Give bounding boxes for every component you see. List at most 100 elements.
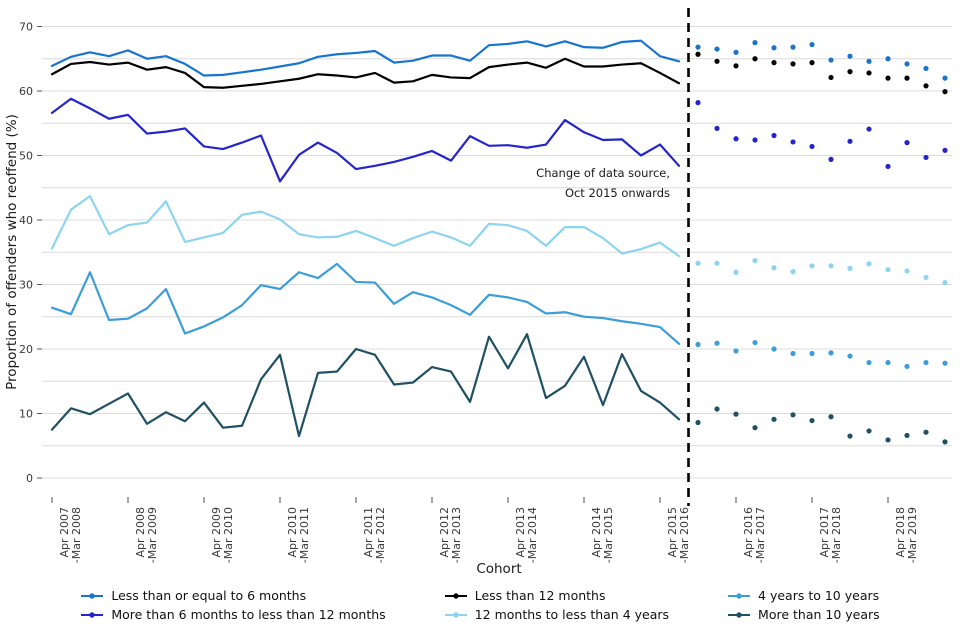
x-tick-label: -Mar 2014 (526, 507, 539, 563)
legend-item-m6tol12m: More than 6 months to less than 12 month… (80, 607, 386, 623)
series-dot-le6m (752, 40, 758, 46)
series-dot-le6m (809, 41, 815, 48)
x-tick-label: Apr 2010 (286, 507, 299, 558)
series-dot-lt12m (809, 60, 815, 66)
legend-marker-icon (728, 593, 751, 599)
series-dot-lt12m (904, 75, 910, 81)
series-dot-lt12m (885, 75, 891, 81)
series-dot-12mtol4y (790, 269, 796, 275)
annotation-line-1: Change of data source, (536, 166, 670, 180)
series-dot-m6tol12m (771, 132, 777, 139)
series-dot-12mtol4y (695, 260, 701, 266)
series-dot-lt12m (771, 60, 777, 66)
series-dot-le6m (885, 56, 891, 62)
series-dot-12mtol4y (847, 265, 853, 271)
legend-marker-icon (444, 593, 467, 599)
x-tick-label: -Mar 2008 (70, 507, 83, 563)
legend-column: Less than or equal to 6 months More than … (80, 588, 386, 623)
series-dot-12mtol4y (885, 267, 891, 273)
legend-item-lt12m: Less than 12 months (444, 588, 669, 604)
series-dot-12mtol4y (942, 279, 948, 286)
legend-label: 12 months to less than 4 years (474, 607, 670, 622)
legend-item-12mtol4y: 12 months to less than 4 years (444, 607, 669, 623)
series-dot-12mtol4y (904, 268, 910, 274)
series-dot-m6tol12m (790, 139, 796, 145)
legend-item-gt10y: More than 10 years (727, 607, 880, 623)
series-dot-gt10y (771, 416, 777, 422)
legend-label: More than 10 years (758, 607, 880, 622)
series-dot-gt10y (695, 419, 701, 426)
x-tick-label: Apr 2016 (742, 507, 755, 558)
series-dot-4yto10y (695, 341, 701, 348)
series-dot-4yto10y (752, 339, 758, 346)
annotation-line-2: Oct 2015 onwards (565, 186, 670, 200)
x-tick-label: -Mar 2011 (298, 507, 311, 563)
x-tick-label: -Mar 2012 (374, 507, 387, 563)
series-dot-le6m (733, 49, 739, 55)
series-dot-m6tol12m (923, 154, 929, 161)
x-tick-label: Apr 2018 (894, 507, 907, 558)
data-series (50, 39, 948, 445)
series-dot-gt10y (828, 414, 834, 420)
series-dot-gt10y (866, 428, 872, 434)
legend-label: Less than 12 months (474, 588, 606, 603)
series-dot-gt10y (942, 439, 948, 445)
chart-plot-area: 0 10 20 30 40 50 60 70 Apr 2007 -Mar 2008 Apr 2008… (4, 8, 952, 577)
x-axis-label: Cohort (476, 561, 521, 577)
series-dot-le6m (695, 44, 701, 50)
series-dot-12mtol4y (866, 261, 872, 267)
y-tick-label: 50 (19, 150, 33, 163)
series-dot-m6tol12m (942, 147, 948, 153)
series-dot-12mtol4y (714, 260, 720, 266)
series-dot-gt10y (904, 432, 910, 439)
x-tick-label: -Mar 2013 (450, 507, 463, 563)
series-dot-lt12m (790, 61, 796, 67)
series-dot-lt12m (752, 56, 758, 62)
series-dot-gt10y (733, 411, 739, 417)
series-dot-lt12m (942, 89, 948, 95)
x-tick-label: -Mar 2016 (678, 507, 691, 563)
x-tick-label: Apr 2014 (590, 507, 603, 558)
x-tick-label: Apr 2007 (58, 507, 71, 558)
series-dot-gt10y (923, 429, 929, 435)
series-dot-gt10y (790, 412, 796, 418)
series-dot-le6m (847, 53, 853, 59)
series-dot-m6tol12m (885, 163, 891, 170)
series-dot-lt12m (695, 51, 701, 57)
series-dot-lt12m (733, 63, 739, 69)
series-dot-gt10y (809, 417, 815, 424)
series-dot-m6tol12m (695, 100, 701, 106)
x-tick-label: -Mar 2009 (146, 507, 159, 563)
series-dot-le6m (942, 75, 948, 81)
series-dot-lt12m (923, 83, 929, 89)
series-line-lt12m (50, 57, 681, 89)
series-dot-4yto10y (847, 353, 853, 359)
legend-marker-icon (444, 612, 467, 618)
x-tick-label: Apr 2008 (134, 507, 147, 558)
series-dot-le6m (866, 58, 872, 64)
series-line-4yto10y (50, 262, 681, 345)
series-dot-4yto10y (904, 363, 910, 370)
series-dot-le6m (923, 65, 929, 72)
legend-marker-icon (81, 593, 104, 599)
y-tick-label: 70 (19, 21, 33, 34)
x-tick-label: Apr 2012 (438, 507, 451, 558)
series-line-12mtol4y (50, 195, 681, 258)
series-dot-gt10y (714, 406, 720, 412)
series-line-le6m (50, 39, 681, 77)
series-dot-12mtol4y (923, 274, 929, 281)
series-dot-12mtol4y (828, 263, 834, 269)
series-dot-4yto10y (828, 350, 834, 356)
chart-legend: Less than or equal to 6 months More than … (0, 588, 960, 623)
series-dot-le6m (714, 46, 720, 52)
x-tick-label: -Mar 2019 (906, 507, 919, 563)
x-tick-label: -Mar 2015 (602, 507, 615, 563)
x-tick-label: -Mar 2017 (754, 507, 767, 563)
series-dot-12mtol4y (771, 265, 777, 271)
series-dot-12mtol4y (733, 269, 739, 275)
x-tick-label: Apr 2011 (362, 507, 375, 558)
series-dot-le6m (904, 61, 910, 67)
y-tick-label: 20 (19, 343, 33, 356)
x-tick-label: Apr 2009 (210, 507, 223, 558)
